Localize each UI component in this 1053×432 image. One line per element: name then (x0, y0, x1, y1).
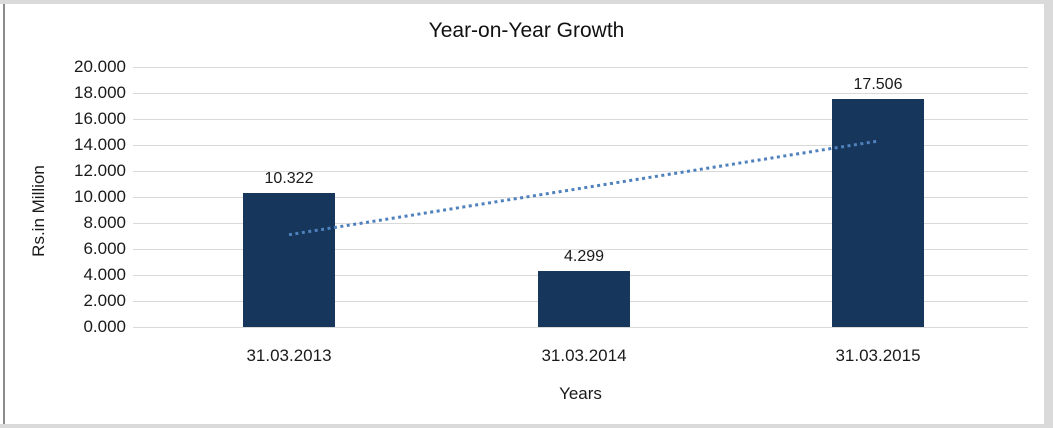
data-label: 4.299 (563, 248, 605, 266)
frame-border-right (1044, 0, 1053, 428)
x-axis-category-label: 31.03.2014 (541, 346, 627, 365)
y-axis-tick-label: 10.000 (74, 187, 126, 206)
y-axis-tick-label: 14.000 (74, 135, 126, 154)
gridline (133, 249, 1028, 250)
bar (538, 271, 630, 327)
data-label: 10.322 (264, 169, 314, 187)
bar (832, 99, 924, 327)
gridline (133, 119, 1028, 120)
y-axis-tick-label: 4.000 (83, 265, 126, 284)
y-axis-tick-label: 12.000 (74, 161, 126, 180)
y-axis-tick-label: 0.000 (83, 317, 126, 336)
frame-border-bottom (0, 424, 1044, 428)
gridline (133, 67, 1028, 68)
y-axis-tick-label: 6.000 (83, 239, 126, 258)
y-axis-tick-label: 18.000 (74, 83, 126, 102)
gridline (133, 93, 1028, 94)
y-axis-tick-label: 2.000 (83, 291, 126, 310)
x-axis-category-label: 31.03.2013 (246, 346, 332, 365)
frame-border-top (0, 0, 1053, 4)
x-axis-title: Years (559, 384, 602, 403)
y-axis-tick-label: 16.000 (74, 109, 126, 128)
frame-border-left (3, 4, 5, 424)
y-axis-tick-label: 20.000 (74, 57, 126, 76)
bar (243, 192, 335, 327)
x-axis-category-label: 31.03.2015 (835, 346, 921, 365)
y-axis-tick-label: 8.000 (83, 213, 126, 232)
gridline (133, 327, 1028, 328)
data-label: 17.506 (853, 76, 903, 94)
chart-title: Year-on-Year Growth (428, 19, 625, 42)
